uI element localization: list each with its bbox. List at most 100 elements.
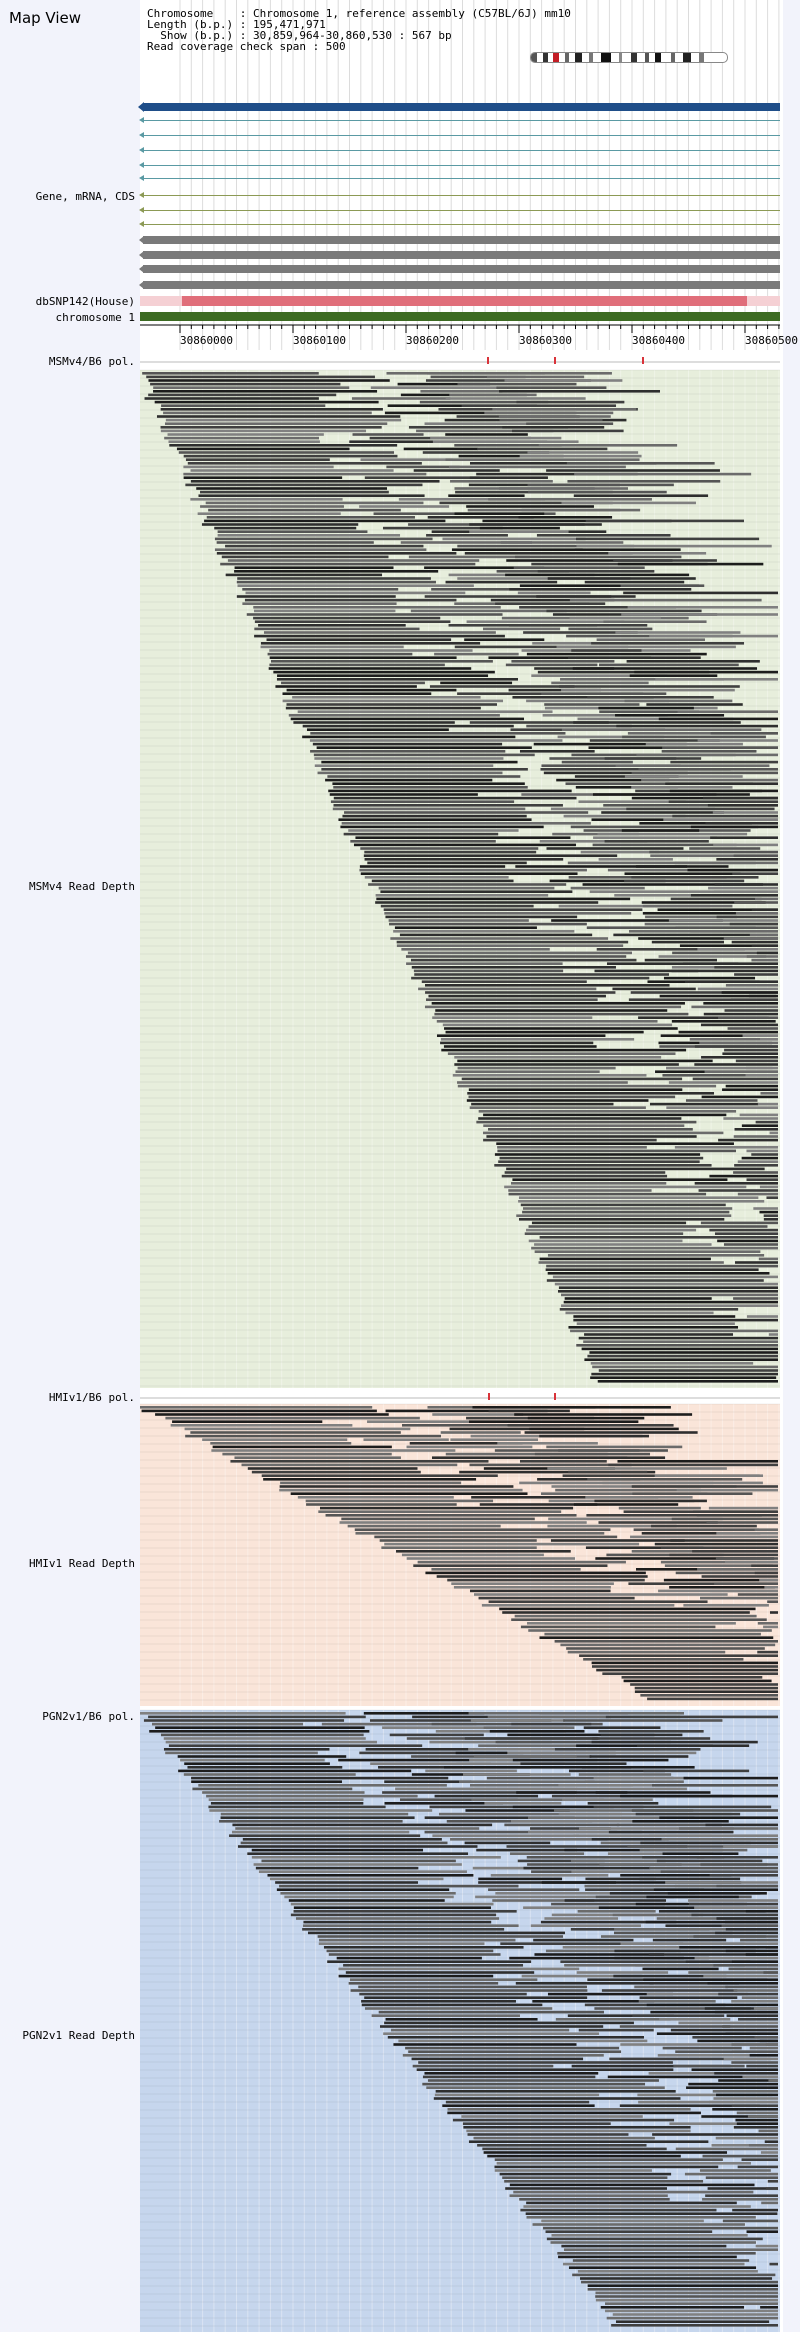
msm-read [359,505,450,508]
pgn-read [303,1920,492,1924]
pgn-read [635,1964,746,1967]
msm-read [659,994,777,998]
pgn-read [165,1740,377,1744]
pgn-read [554,1748,701,1751]
chromosome-ideogram[interactable] [530,52,728,63]
msm-read [718,1016,778,1019]
msm-read [569,616,661,620]
msm-read [227,559,480,562]
pgn-read [516,1791,628,1794]
hmi-read [767,1600,778,1603]
pgn-read [302,1928,505,1931]
pgn-read [639,1996,738,1999]
pgn-read [581,1766,695,1769]
sequence-info-block: Chromosome : Chromosome 1, reference ass… [147,8,571,52]
msm-read [242,588,399,591]
msm-read [751,958,778,962]
msm-read [217,530,368,533]
hmi-read [583,1658,744,1661]
hmi-read [279,1485,514,1488]
msm-read [534,1250,761,1253]
pgn-read [673,2064,745,2068]
pgn-read [754,2036,778,2039]
hmi-read [630,1683,778,1686]
hmi-read [763,1625,778,1629]
pgn-read [551,2234,748,2237]
msm-read [721,991,778,994]
msm-read [584,1358,778,1361]
msm-read [561,1304,778,1307]
pgn-read [398,2039,648,2043]
msm-read [260,642,481,645]
msm-read [549,879,666,883]
pgn-read [571,2064,731,2068]
msm-read [400,541,533,544]
pgn-read [733,1989,778,1992]
msm-read [523,1207,733,1210]
pgn-read [614,1949,756,1953]
pgn-read [749,2046,778,2050]
pgn-read [177,1755,347,1758]
polymorphism-mark [642,357,644,364]
pgn-read [716,1917,778,1920]
track-label-column [0,0,140,2332]
hmi-read [660,1546,778,1549]
pgn-read [290,1902,494,1906]
msm-read [242,602,397,605]
hmi-read [647,1697,778,1701]
msm-read [418,987,597,991]
msm-read [546,469,720,472]
msm-read [578,800,686,803]
msm-read [236,595,396,598]
pgn-read [700,1863,778,1866]
pgn-read [667,1892,767,1895]
msm-read [160,426,382,429]
msm-read [689,1038,778,1041]
transcript-bar [143,251,780,259]
msm-read [185,483,423,487]
pgn-read [251,1856,501,1859]
pgn-read [191,1776,449,1780]
msm-read [613,559,717,562]
msm-read [421,980,587,983]
msm-read [666,1066,773,1070]
msm-read [572,667,758,670]
pgn-read [534,1953,665,1956]
msm-read [597,1380,778,1383]
msm-read [164,422,388,425]
pgn-read [528,1830,642,1834]
pgn-read [707,1982,778,1985]
pgn-read [697,2039,778,2043]
pgn-read [461,2115,643,2118]
pgn-read [240,1841,448,1845]
pgn-read [505,2187,667,2190]
hmi-read [468,1420,639,1423]
msm-read [559,1308,739,1311]
pgn-read [475,1895,674,1899]
pgn-read [648,1953,778,1956]
msm-read [657,908,778,911]
pgn-read [725,1920,778,1924]
pgn-read [646,1992,748,1996]
msm-read [504,1185,747,1189]
msm-read [735,912,778,915]
msm-read [457,1059,713,1063]
msm-read [526,1228,697,1232]
pgn-read [422,2082,646,2086]
pgn-read [745,1910,778,1913]
msm-read [527,451,639,454]
pgn-read [323,1946,524,1949]
pgn-read [721,1924,778,1927]
msm-read [571,649,642,652]
msm-read [578,1336,778,1340]
pgn-read [558,1784,740,1787]
pgn-read [384,2021,634,2025]
pgn-read [385,2018,538,2021]
msm-read [729,922,778,926]
msm-read [470,462,657,465]
msm-read [630,991,778,994]
msm-read [565,782,753,785]
hmi-read [319,1506,574,1510]
pgn-read [745,1953,778,1956]
pgn-read [412,2064,554,2068]
